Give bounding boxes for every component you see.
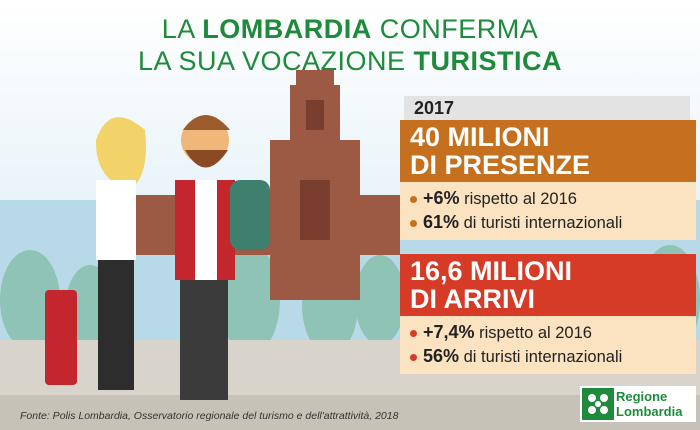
logo-line: Regione (616, 389, 668, 404)
title-word: TURISTICA (413, 46, 563, 76)
bullet: +6% rispetto al 2016 (410, 187, 686, 211)
year-label: 2017 (404, 96, 690, 120)
logo-icon (582, 388, 614, 420)
heading-line: DI ARRIVI (410, 284, 536, 314)
bullet-text: rispetto al 2016 (464, 190, 577, 208)
title-line: LA SUA VOCAZIONE TURISTICA (0, 46, 700, 77)
bullet-dot (410, 220, 417, 228)
source-note: Fonte: Polis Lombardia, Osservatorio reg… (20, 410, 399, 422)
heading-line: 40 MILIONI (410, 122, 550, 152)
bullet-dot (410, 330, 417, 338)
bullet: +7,4% rispetto al 2016 (410, 321, 686, 345)
bullet-dot (410, 354, 417, 362)
title-word: CONFERMA (379, 14, 539, 44)
logo: Regione Lombardia (580, 386, 696, 422)
bullet-list: +6% rispetto al 2016 61% di turisti inter… (400, 182, 696, 240)
bullet-highlight: 56% (423, 346, 460, 366)
box-heading: 16,6 MILIONI DI ARRIVI (400, 254, 696, 316)
logo-text: Regione Lombardia (616, 389, 682, 419)
bullet-text: di turisti internazionali (463, 214, 623, 232)
stat-box: 16,6 MILIONI DI ARRIVI +7,4% rispetto al 2… (400, 254, 696, 374)
heading-line: 16,6 MILIONI (410, 256, 573, 286)
title-word: LA SUA VOCAZIONE (137, 46, 406, 76)
title-word: LA (161, 14, 195, 44)
bullet-text: rispetto al 2016 (479, 324, 592, 342)
bullet: 56% di turisti internazionali (410, 345, 686, 369)
bullet-text: di turisti internazionali (463, 348, 623, 366)
stat-box: 40 MILIONI DI PRESENZE +6% rispetto al 201… (400, 120, 696, 240)
title-line: LA LOMBARDIA CONFERMA (0, 14, 700, 45)
bullet: 61% di turisti internazionali (410, 211, 686, 235)
bullet-highlight: 61% (423, 212, 460, 232)
bullet-highlight: +7,4% (423, 322, 475, 342)
title-word: LOMBARDIA (202, 14, 372, 44)
bullet-highlight: +6% (423, 188, 460, 208)
bullet-dot (410, 196, 417, 204)
logo-line: Lombardia (616, 404, 683, 419)
heading-line: DI PRESENZE (410, 150, 591, 180)
box-heading: 40 MILIONI DI PRESENZE (400, 120, 696, 182)
bullet-list: +7,4% rispetto al 2016 56% di turisti int… (400, 316, 696, 374)
